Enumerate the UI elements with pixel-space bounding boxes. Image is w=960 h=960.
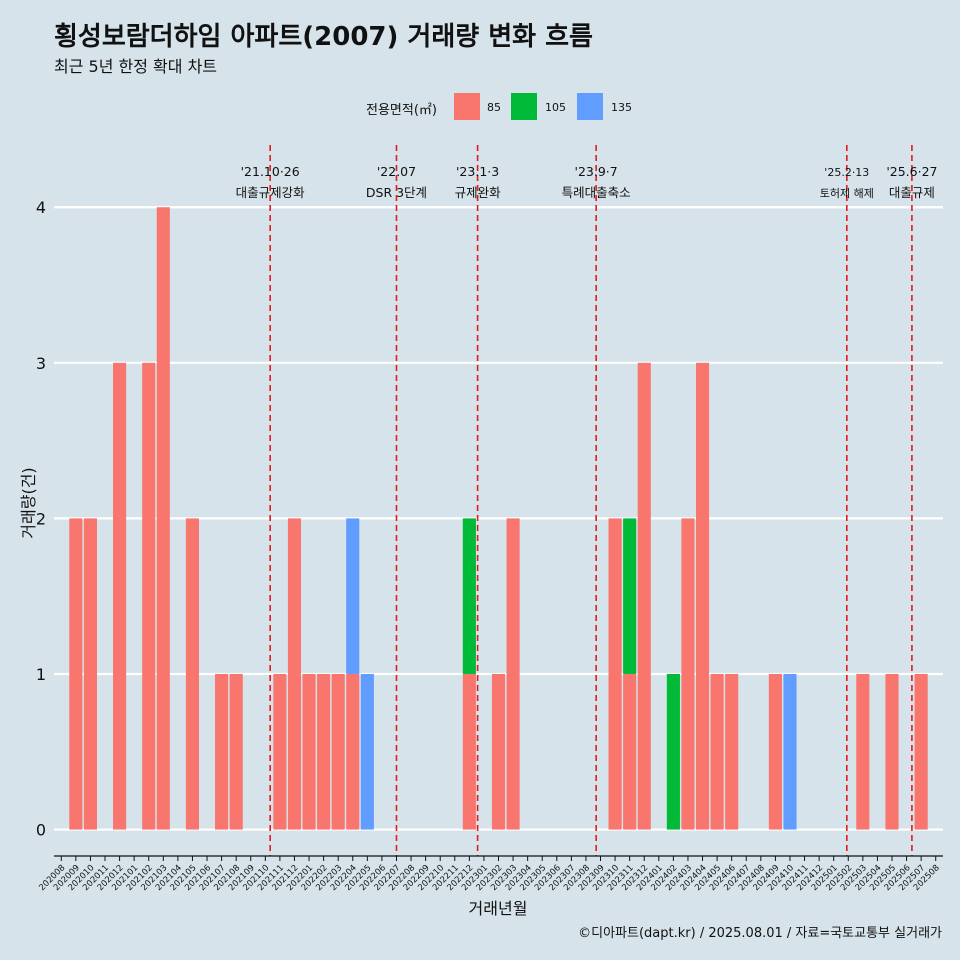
chart-title: 횡성보람더하임 아파트(2007) 거래량 변화 흐름 (54, 22, 593, 52)
bar-202105-85 (185, 518, 200, 830)
bar-202212-105 (462, 518, 476, 674)
bar-202204-135 (346, 518, 360, 674)
bar-202212-85 (462, 673, 476, 830)
x-axis-label: 거래년월 (469, 899, 528, 918)
y-tick-label: 1 (36, 665, 46, 684)
y-tick-label: 3 (36, 354, 46, 373)
bar-202410-135 (783, 673, 797, 830)
bars (69, 207, 928, 830)
bar-202202-85 (317, 673, 331, 830)
bar-202303-85 (506, 518, 520, 830)
bar-202010-85 (83, 518, 97, 830)
legend-key-105 (511, 93, 537, 120)
legend-key-85 (454, 93, 480, 120)
bar-202108-85 (229, 673, 243, 830)
bar-202107-85 (215, 673, 229, 830)
y-tick-label: 4 (36, 198, 46, 217)
event-label-text: 대출규제 (889, 185, 935, 200)
event-label-date: '25.2·13 (824, 166, 869, 179)
event-label-date: '23.9·7 (575, 164, 618, 179)
event-label-text: 토허제 해제 (820, 186, 874, 200)
legend-label-85: 85 (487, 101, 501, 114)
y-tick-label: 2 (36, 509, 46, 528)
event-lines: '21.10·26 대출규제강화 '22.07 DSR 3단계 '23.1·3 규제완화 '… (236, 145, 937, 856)
bar-202507-85 (914, 673, 928, 830)
bar-202403-85 (681, 518, 695, 830)
bar-202103-85 (156, 207, 170, 830)
event-label-date: '21.10·26 (241, 164, 300, 179)
axes: 0123420200820200920201020201120201220210… (36, 198, 943, 893)
bar-202302-85 (491, 673, 506, 830)
bar-202012-85 (113, 362, 127, 830)
legend-title: 전용면적(㎡) (366, 103, 437, 118)
bar-202204-85 (346, 673, 360, 830)
bar-202406-85 (725, 673, 739, 830)
bar-202201-85 (302, 673, 316, 830)
event-label-date: '22.07 (377, 164, 416, 179)
bar-202405-85 (710, 673, 724, 830)
bar-202402-105 (666, 673, 680, 830)
caption: ©디아파트(dapt.kr) / 2025.08.01 / 자료=국토교통부 실… (578, 926, 942, 941)
y-axis-label: 거래량(건) (19, 467, 38, 538)
bar-202312-85 (637, 362, 651, 830)
bar-202009-85 (69, 518, 83, 830)
legend-key-135 (577, 93, 603, 120)
bar-202102-85 (142, 362, 156, 830)
y-tick-label: 0 (36, 821, 46, 840)
bar-202203-85 (331, 673, 345, 830)
bar-202311-85 (623, 673, 637, 830)
bar-202503-85 (856, 673, 870, 830)
event-label-text: DSR 3단계 (366, 185, 427, 200)
bar-202111-85 (273, 673, 287, 830)
event-label-date: '25.6·27 (886, 164, 937, 179)
bar-202409-85 (768, 673, 782, 830)
bar-202505-85 (885, 673, 899, 830)
bar-202205-135 (360, 673, 374, 830)
event-label-text: 특례대출축소 (562, 185, 631, 200)
event-label-text: 대출규제강화 (236, 185, 306, 200)
legend-label-105: 105 (545, 101, 566, 114)
bar-202112-85 (287, 518, 302, 830)
bar-202310-85 (608, 518, 622, 830)
event-label-text: 규제완화 (455, 185, 502, 200)
bar-202404-85 (695, 362, 710, 830)
legend-label-135: 135 (611, 101, 632, 114)
legend: 전용면적(㎡) 85 105 135 (0, 92, 960, 122)
chart-subtitle: 최근 5년 한정 확대 차트 (54, 57, 218, 76)
event-label-date: '23.1·3 (456, 164, 499, 179)
bar-202311-105 (623, 518, 637, 674)
